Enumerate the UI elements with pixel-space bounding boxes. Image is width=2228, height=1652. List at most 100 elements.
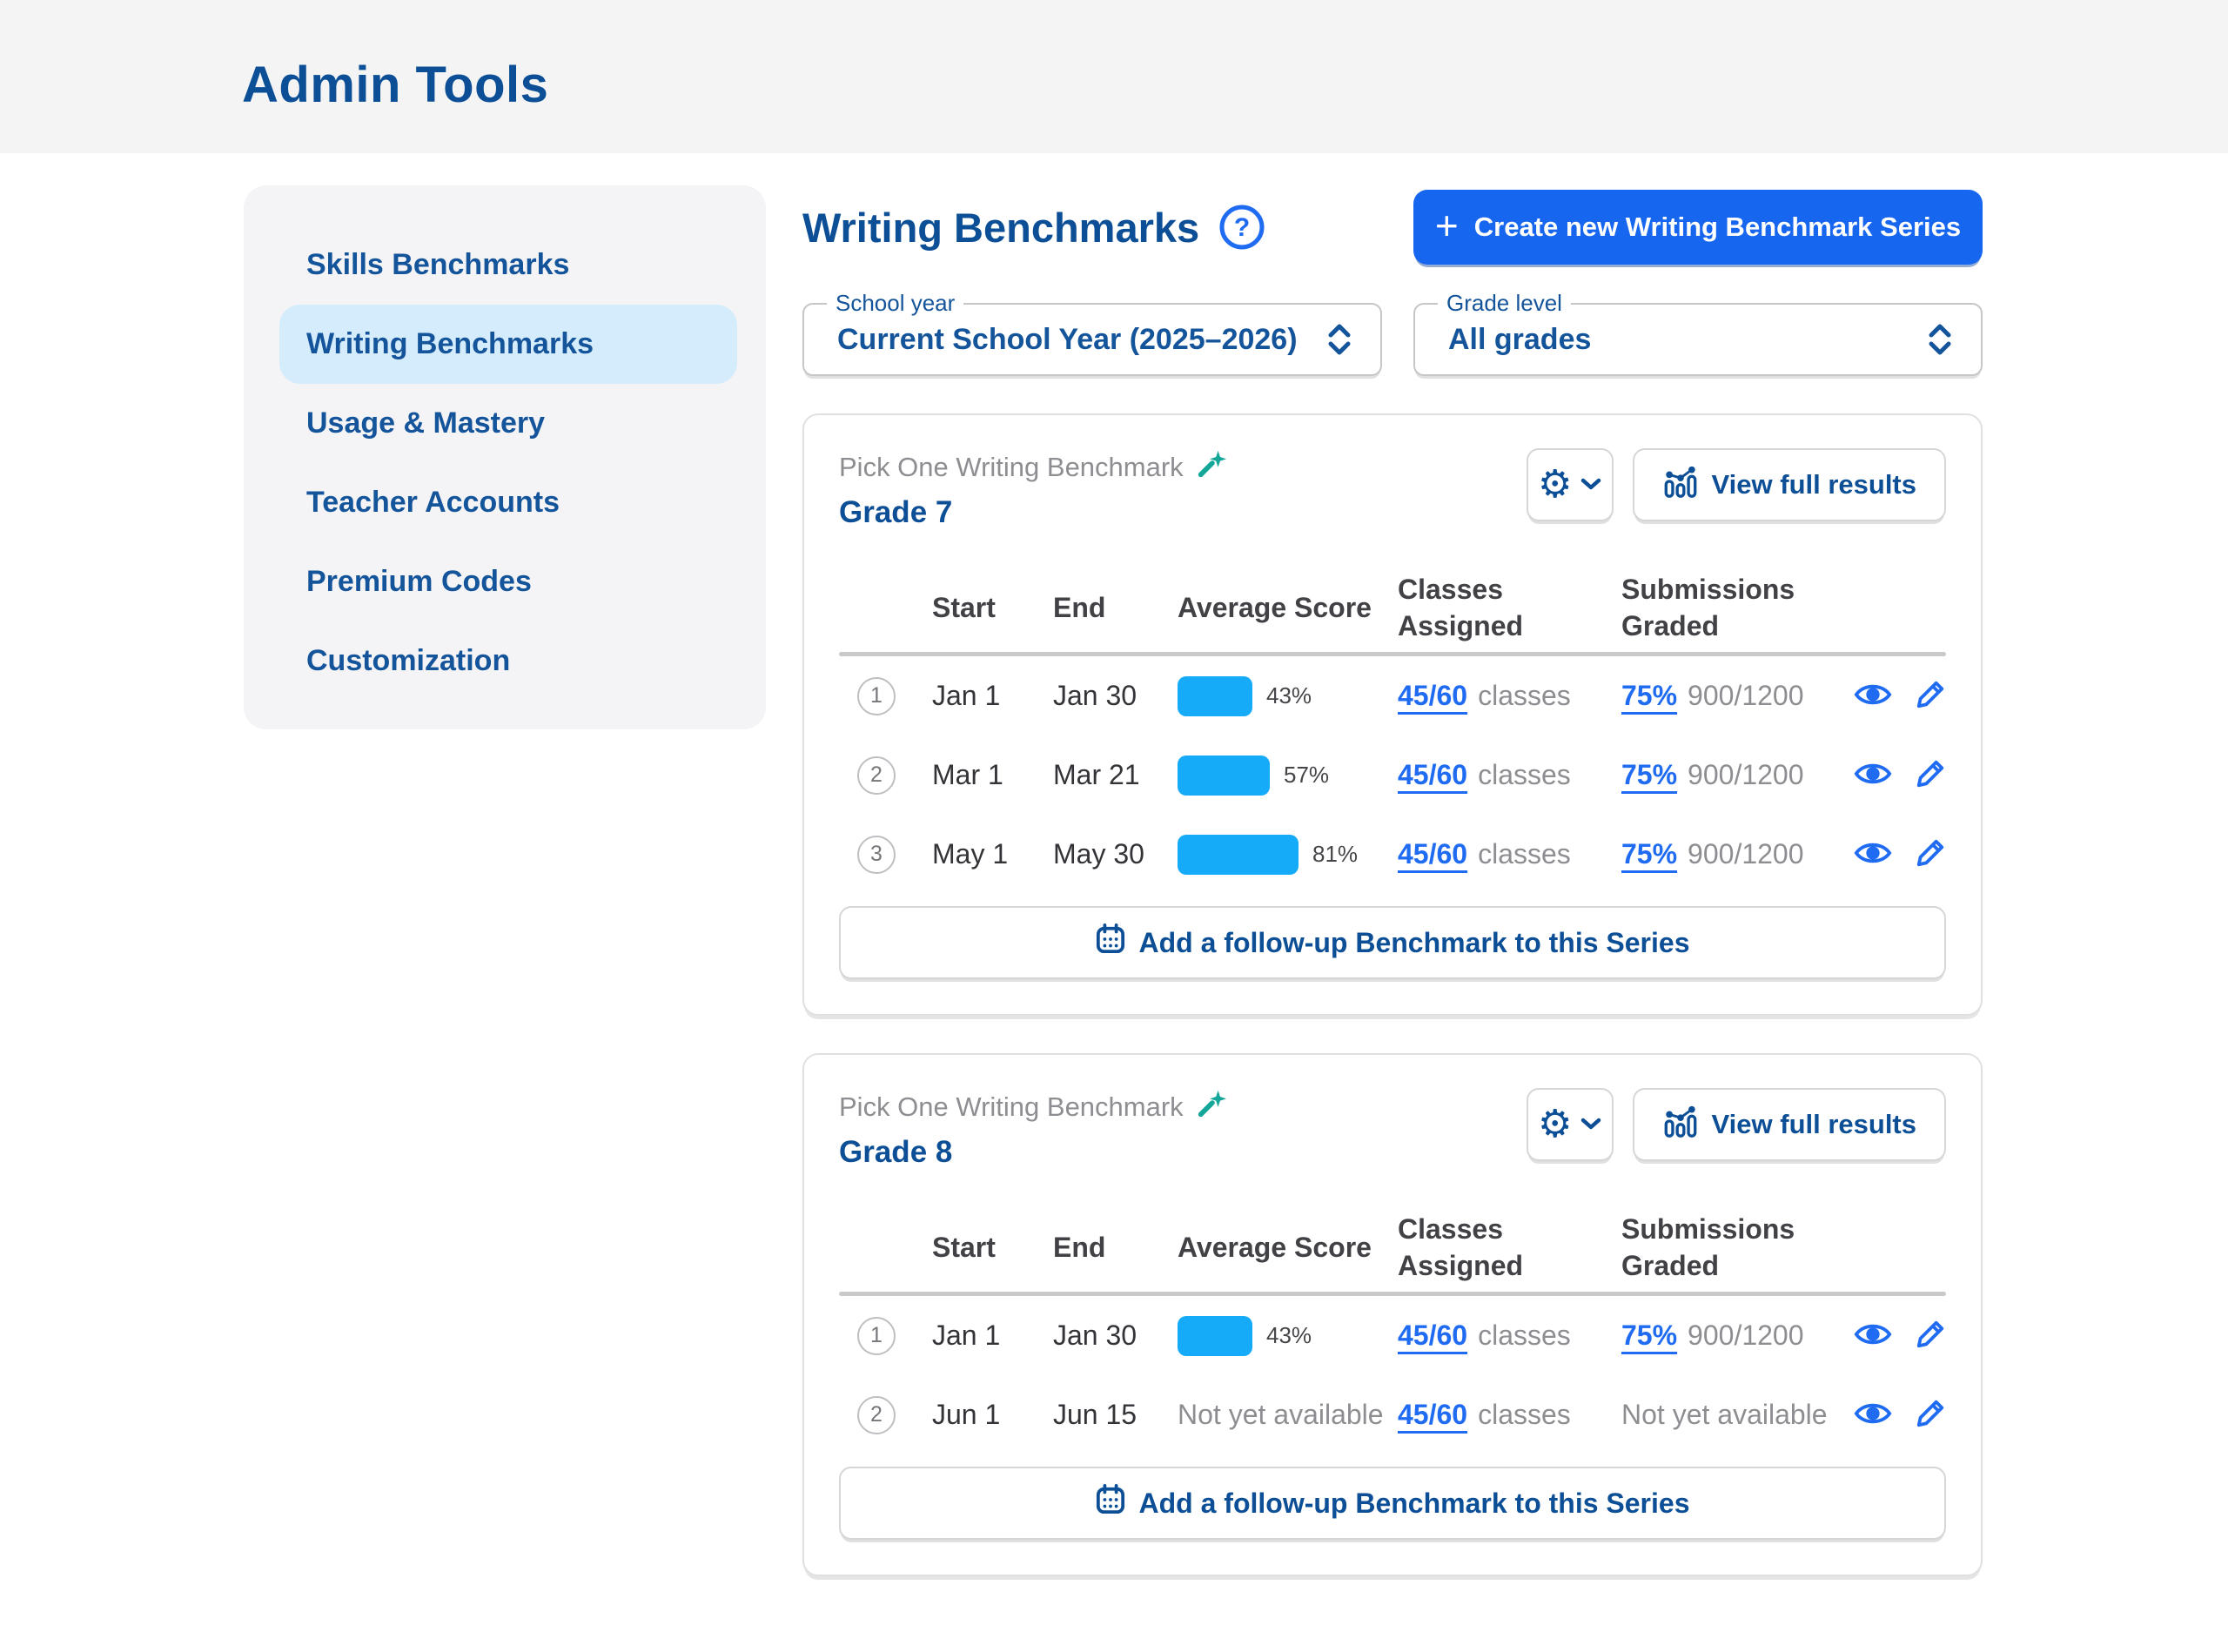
series-type-label: Pick One Writing Benchmark (839, 452, 1184, 482)
edit-benchmark-button[interactable] (1915, 758, 1946, 792)
sidebar-item-label: Teacher Accounts (306, 486, 560, 519)
classes-assigned-cell: 45/60 classes (1398, 1399, 1621, 1431)
submissions-graded-link[interactable]: 75% (1621, 680, 1678, 711)
benchmark-series-card: Pick One Writing Benchmark Grade 7 ⚙ (802, 413, 1983, 1016)
classes-unit-label: classes (1478, 759, 1571, 790)
main-content: Writing Benchmarks ? + Create new Writin… (802, 190, 1983, 1576)
create-benchmark-series-label: Create new Writing Benchmark Series (1473, 212, 1962, 242)
submissions-detail-label: 900/1200 (1688, 1320, 1804, 1351)
classes-assigned-link[interactable]: 45/60 (1398, 759, 1468, 790)
school-year-select[interactable]: School year Current School Year (2025–20… (802, 290, 1382, 376)
classes-assigned-link[interactable]: 45/60 (1398, 1320, 1468, 1351)
submissions-graded-cell: 75% 900/1200 (1621, 759, 1849, 791)
average-score-cell: 43% (1178, 1315, 1398, 1356)
classes-assigned-link[interactable]: 45/60 (1398, 838, 1468, 870)
settings-button[interactable]: ⚙ (1526, 1088, 1614, 1161)
benchmark-row: 3 May 1 May 30 81% 45/60 classes 75% 900… (839, 815, 1946, 894)
sidebar-item-label: Usage & Mastery (306, 406, 546, 440)
add-followup-benchmark-button[interactable]: Add a follow-up Benchmark to this Series (839, 1467, 1946, 1540)
filters-row: School year Current School Year (2025–20… (802, 290, 1983, 376)
row-number: 1 (857, 1316, 896, 1355)
grade-level-label: Grade level (1438, 290, 1571, 317)
create-benchmark-series-button[interactable]: + Create new Writing Benchmark Series (1413, 190, 1983, 265)
submissions-graded-cell: 75% 900/1200 (1621, 680, 1849, 712)
row-actions (1849, 679, 1946, 713)
help-icon[interactable]: ? (1218, 204, 1265, 251)
sidebar-item-premium-codes[interactable]: Premium Codes (279, 542, 737, 621)
classes-assigned-link[interactable]: 45/60 (1398, 680, 1468, 711)
column-average-score: Average Score (1178, 1232, 1372, 1264)
classes-assigned-cell: 45/60 classes (1398, 759, 1621, 791)
preview-benchmark-button[interactable] (1854, 1399, 1892, 1431)
classes-unit-label: classes (1478, 838, 1571, 870)
column-classes-assigned: Classes Assigned (1398, 574, 1524, 641)
edit-benchmark-button[interactable] (1915, 837, 1946, 871)
column-end: End (1053, 1232, 1106, 1264)
submissions-graded-link[interactable]: 75% (1621, 759, 1678, 790)
classes-unit-label: classes (1478, 1399, 1571, 1430)
end-date: Jan 30 (1053, 1320, 1137, 1351)
row-number: 3 (857, 835, 896, 874)
column-end: End (1053, 592, 1106, 624)
submissions-detail-label: 900/1200 (1688, 759, 1804, 790)
calendar-icon (1096, 923, 1125, 963)
view-full-results-button[interactable]: View full results (1632, 1088, 1946, 1161)
benchmark-row: 1 Jan 1 Jan 30 43% 45/60 classes 75% 900… (839, 656, 1946, 735)
edit-benchmark-button[interactable] (1915, 1319, 1946, 1353)
sidebar-item-usage-mastery[interactable]: Usage & Mastery (279, 384, 737, 463)
sidebar-item-label: Premium Codes (306, 565, 532, 598)
row-number-cell: 2 (839, 755, 932, 795)
sidebar-item-skills-benchmarks[interactable]: Skills Benchmarks (279, 225, 737, 305)
average-score-cell: Not yet available (1178, 1399, 1398, 1431)
chevron-down-icon (1580, 478, 1601, 493)
benchmark-cards: Pick One Writing Benchmark Grade 7 ⚙ (802, 413, 1983, 1576)
column-average-score: Average Score (1178, 592, 1372, 624)
main-header: Writing Benchmarks ? + Create new Writin… (802, 190, 1983, 265)
school-year-label: School year (827, 290, 964, 317)
table-header-row: Start End Average Score Classes Assigned… (839, 565, 1946, 652)
sidebar-item-writing-benchmarks[interactable]: Writing Benchmarks (279, 305, 737, 384)
sidebar-item-label: Writing Benchmarks (306, 327, 594, 360)
grade-title: Grade 8 (839, 1135, 953, 1169)
view-full-results-label: View full results (1711, 469, 1916, 500)
eye-icon (1854, 759, 1892, 791)
column-submissions-graded: Submissions Graded (1621, 574, 1795, 641)
settings-button[interactable]: ⚙ (1526, 448, 1614, 521)
preview-benchmark-button[interactable] (1854, 680, 1892, 712)
classes-assigned-cell: 45/60 classes (1398, 1320, 1621, 1352)
submissions-graded-link[interactable]: 75% (1621, 838, 1678, 870)
benchmark-row: 1 Jan 1 Jan 30 43% 45/60 classes 75% 900… (839, 1296, 1946, 1375)
gear-icon: ⚙ (1537, 462, 1573, 507)
page-heading: Writing Benchmarks (802, 204, 1200, 251)
score-not-available-label: Not yet available (1178, 1399, 1384, 1430)
sidebar-item-label: Customization (306, 644, 511, 677)
preview-benchmark-button[interactable] (1854, 1320, 1892, 1352)
edit-benchmark-button[interactable] (1915, 1398, 1946, 1432)
select-chevrons-icon (1326, 322, 1352, 357)
add-followup-benchmark-button[interactable]: Add a follow-up Benchmark to this Series (839, 906, 1946, 979)
row-number-cell: 2 (839, 1395, 932, 1434)
submissions-graded-cell: 75% 900/1200 (1621, 1320, 1849, 1352)
classes-unit-label: classes (1478, 1320, 1571, 1351)
grade-level-value: All grades (1448, 322, 1592, 356)
column-start: Start (932, 592, 996, 624)
average-score-cell: 57% (1178, 755, 1398, 796)
sidebar-list: Skills Benchmarks Writing Benchmarks Usage… (244, 185, 766, 701)
sidebar-item-customization[interactable]: Customization (279, 621, 737, 701)
row-number-cell: 3 (839, 835, 932, 874)
view-full-results-button[interactable]: View full results (1632, 448, 1946, 521)
preview-benchmark-button[interactable] (1854, 759, 1892, 791)
start-date: May 1 (932, 838, 1009, 870)
row-actions (1849, 1319, 1946, 1353)
submissions-graded-cell: 75% 900/1200 (1621, 838, 1849, 870)
table-divider (839, 652, 1946, 656)
submissions-graded-link[interactable]: 75% (1621, 1320, 1678, 1351)
edit-benchmark-button[interactable] (1915, 679, 1946, 713)
classes-assigned-cell: 45/60 classes (1398, 680, 1621, 712)
column-classes-assigned: Classes Assigned (1398, 1213, 1524, 1281)
sidebar-item-teacher-accounts[interactable]: Teacher Accounts (279, 463, 737, 542)
grade-level-select[interactable]: Grade level All grades (1413, 290, 1983, 376)
magic-wand-icon (1196, 1088, 1227, 1126)
classes-assigned-link[interactable]: 45/60 (1398, 1399, 1468, 1430)
preview-benchmark-button[interactable] (1854, 838, 1892, 870)
